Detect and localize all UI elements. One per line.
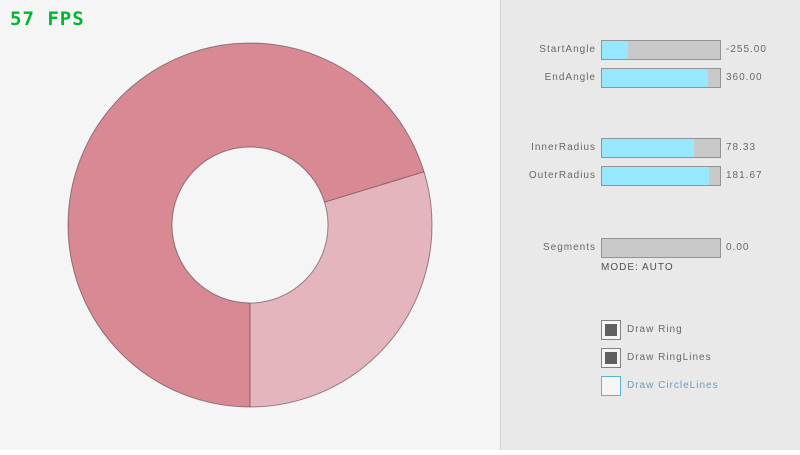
innerradius-row: InnerRadius 78.33 — [501, 138, 800, 158]
draw-circlelines-label: Draw CircleLines — [627, 380, 719, 391]
segments-mode-text: MODE: AUTO — [601, 262, 674, 273]
outerradius-slider[interactable] — [601, 166, 721, 186]
startangle-row: StartAngle -255.00 — [501, 40, 800, 60]
draw-ring-label: Draw Ring — [627, 324, 683, 335]
startangle-slider[interactable] — [601, 40, 721, 60]
ring-drawing — [67, 42, 433, 408]
ring-canvas: 57 FPS — [10, 8, 433, 408]
draw-ring-checkbox[interactable] — [601, 320, 621, 340]
startangle-value: -255.00 — [726, 44, 767, 55]
segments-value: 0.00 — [726, 242, 750, 253]
draw-ringlines-checkmark — [605, 352, 617, 364]
innerradius-label: InnerRadius — [531, 142, 596, 153]
outerradius-row: OuterRadius 181.67 — [501, 166, 800, 186]
ring-light-sector — [250, 171, 432, 407]
segments-label: Segments — [542, 242, 596, 253]
draw-ringlines-checkbox[interactable] — [601, 348, 621, 368]
endangle-slider-fill — [602, 69, 709, 87]
startangle-slider-fill — [602, 41, 628, 59]
ring-outer-line — [67, 42, 433, 408]
draw-ring-checkmark — [605, 324, 617, 336]
control-panel: StartAngle -255.00 EndAngle 360.00 Inner… — [500, 0, 800, 450]
ring-hole — [172, 147, 328, 303]
draw-circlelines-checkmark — [605, 380, 617, 392]
endangle-slider[interactable] — [601, 68, 721, 88]
endangle-value: 360.00 — [726, 72, 763, 83]
outerradius-slider-fill — [602, 167, 710, 185]
innerradius-slider[interactable] — [601, 138, 721, 158]
segments-row: Segments 0.00 — [501, 238, 800, 258]
endangle-label: EndAngle — [544, 72, 596, 83]
ring-inner-line — [171, 146, 329, 304]
outerradius-label: OuterRadius — [528, 170, 596, 181]
segments-slider[interactable] — [601, 238, 721, 258]
startangle-label: StartAngle — [539, 44, 596, 55]
endangle-row: EndAngle 360.00 — [501, 68, 800, 88]
innerradius-slider-fill — [602, 139, 695, 157]
outerradius-value: 181.67 — [726, 170, 763, 181]
innerradius-value: 78.33 — [726, 142, 757, 153]
fps-counter: 57 FPS — [10, 8, 85, 30]
draw-circlelines-checkbox[interactable] — [601, 376, 621, 396]
ring-end-line — [324, 171, 425, 203]
draw-ringlines-label: Draw RingLines — [627, 352, 712, 363]
